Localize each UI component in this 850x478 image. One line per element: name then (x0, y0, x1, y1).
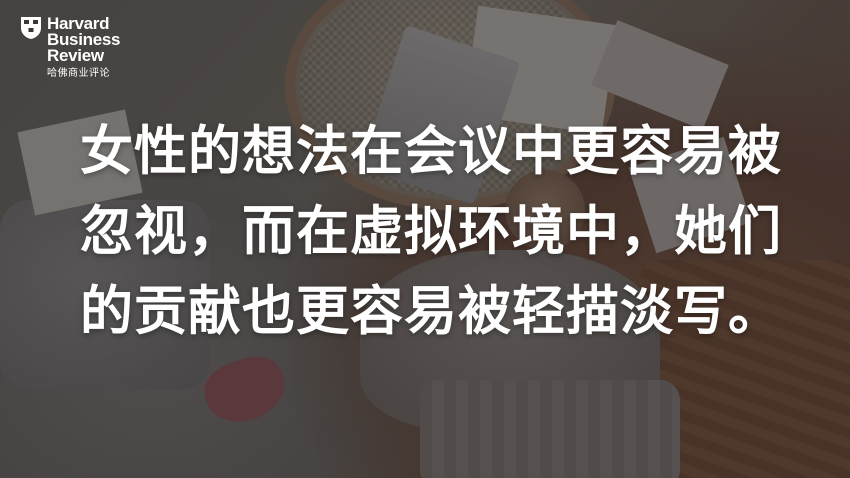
blanket (420, 380, 680, 478)
cushion (0, 200, 210, 390)
hbr-logo: Harvard Business Review 哈佛商业评论 (20, 14, 150, 84)
person-head (505, 170, 585, 250)
headline-line: 忽视，而在虚拟环境中，她们 (80, 201, 782, 262)
shield-icon (21, 17, 41, 39)
logo-word-review: Review (47, 46, 104, 65)
headline-line: 女性的想法在会议中更容易被 (80, 121, 782, 182)
logo-chinese-name: 哈佛商业评论 (47, 68, 110, 79)
headline-quote: 女性的想法在会议中更容易被 忽视，而在虚拟环境中，她们 的贡献也更容易被轻描淡写… (80, 112, 782, 352)
headline-line: 的贡献也更容易被轻描淡写。 (80, 281, 782, 342)
logo-word-business: Business (47, 30, 121, 49)
logo-word-harvard: Harvard (47, 14, 110, 33)
